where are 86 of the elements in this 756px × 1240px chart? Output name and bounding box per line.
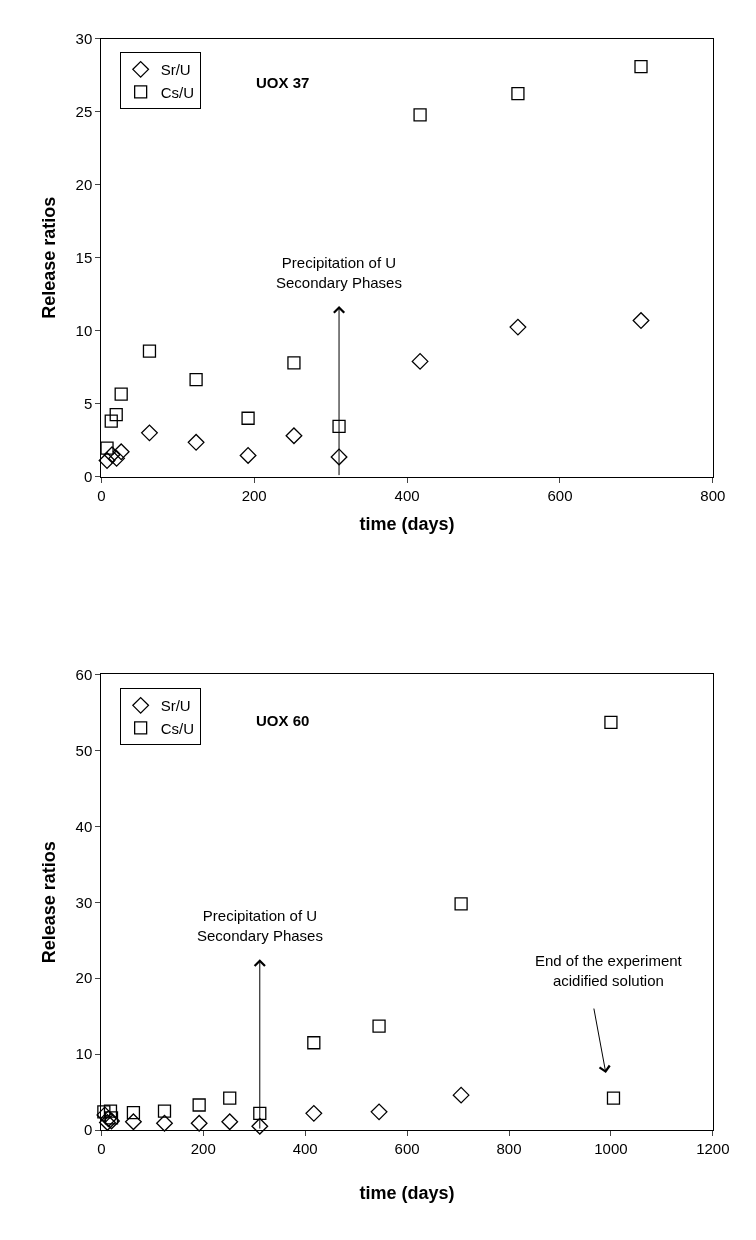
y-axis-title: Release ratios	[38, 841, 59, 964]
point	[285, 427, 303, 445]
y-tick-label: 50	[75, 741, 93, 759]
x-tick-label: 600	[547, 486, 573, 504]
legend-label: Cs/U	[160, 719, 194, 737]
point	[411, 352, 429, 370]
point	[97, 1105, 111, 1119]
y-tick-label: 0	[83, 1121, 93, 1139]
x-tick-label: 200	[241, 486, 267, 504]
point	[454, 897, 468, 911]
y-tick-label: 10	[75, 321, 93, 339]
point	[98, 452, 116, 470]
legend-label: Cs/U	[160, 83, 194, 101]
point	[305, 1104, 323, 1122]
x-tick-label: 400	[292, 1140, 318, 1158]
point	[157, 1104, 172, 1118]
point	[372, 1019, 386, 1033]
point	[104, 414, 118, 428]
ref-line-label: Precipitation of U Secondary Phases	[276, 254, 402, 291]
y-tick-label: 40	[75, 817, 93, 835]
point	[239, 447, 257, 464]
point	[332, 419, 346, 433]
point	[223, 1091, 237, 1105]
point	[509, 318, 527, 336]
point	[141, 424, 158, 442]
y-tick-label: 5	[83, 394, 93, 412]
legend-label: Sr/U	[160, 697, 191, 715]
point	[634, 60, 648, 74]
y-tick-label: 15	[75, 249, 93, 267]
point	[241, 411, 255, 425]
y-axis-title: Release ratios	[38, 196, 59, 319]
x-tick-label: 600	[394, 1140, 420, 1158]
y-tick-label: 20	[75, 176, 93, 194]
y-tick-label: 30	[75, 893, 93, 911]
point	[632, 312, 650, 329]
point	[604, 715, 618, 729]
point	[103, 446, 121, 464]
point	[192, 1098, 206, 1112]
point	[100, 441, 114, 455]
x-tick-label: 800	[700, 486, 726, 504]
y-tick-label: 30	[75, 30, 93, 48]
y-tick-label: 20	[75, 969, 93, 987]
legend-label: Sr/U	[160, 61, 191, 79]
point	[413, 108, 427, 122]
point	[109, 407, 123, 422]
point	[142, 344, 157, 358]
point	[108, 449, 126, 467]
point	[287, 356, 301, 370]
point	[190, 1114, 208, 1132]
point	[330, 448, 348, 466]
point	[370, 1103, 388, 1121]
point	[187, 433, 205, 451]
point	[606, 1091, 621, 1105]
point	[114, 387, 128, 401]
point	[511, 87, 525, 101]
x-tick-label: 200	[190, 1140, 216, 1158]
y-tick-label: 10	[75, 1045, 93, 1063]
annotation: UOX 37	[256, 74, 310, 91]
point	[103, 1104, 118, 1118]
x-tick-label: 800	[496, 1140, 522, 1158]
x-axis-title: time (days)	[359, 513, 455, 534]
point	[221, 1113, 239, 1131]
y-tick-label: 25	[75, 103, 93, 121]
point	[126, 1105, 141, 1120]
annotation: UOX 60	[256, 712, 310, 729]
x-axis-title: time (days)	[359, 1183, 455, 1204]
x-tick-label: 0	[97, 486, 106, 504]
point	[104, 1111, 119, 1125]
x-tick-label: 1000	[594, 1140, 628, 1158]
y-tick-label: 60	[75, 665, 93, 683]
y-tick-label: 0	[83, 467, 93, 485]
point	[124, 1113, 142, 1131]
point	[103, 1112, 120, 1130]
point	[452, 1086, 470, 1104]
x-tick-label: 0	[97, 1140, 106, 1158]
x-tick-label: 1200	[696, 1140, 730, 1158]
point	[307, 1036, 321, 1050]
ref-line-label: Precipitation of U Secondary Phases	[197, 907, 323, 944]
annotation: End of the experiment acidified solution	[535, 952, 683, 989]
point	[112, 443, 130, 461]
x-tick-label: 400	[394, 486, 420, 504]
point	[251, 1117, 269, 1135]
point	[253, 1106, 267, 1121]
point	[98, 1114, 116, 1131]
point	[189, 372, 203, 387]
point	[156, 1114, 173, 1132]
